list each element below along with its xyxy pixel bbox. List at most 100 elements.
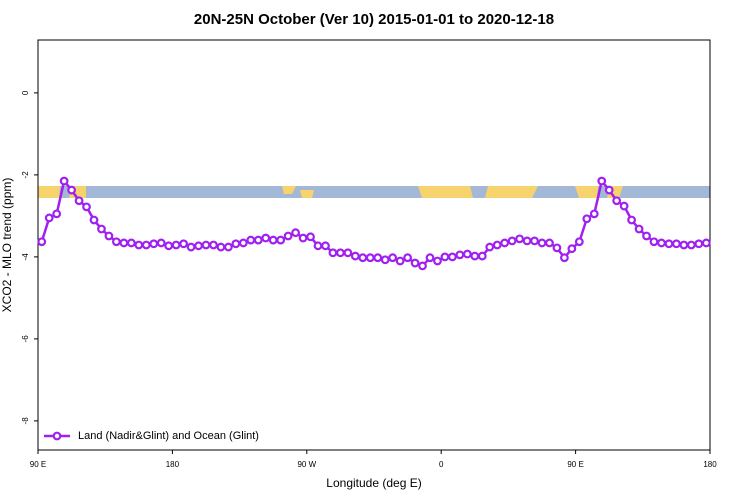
data-point [642,231,651,241]
data-point [612,196,622,206]
data-point [253,235,263,245]
data-point [507,236,517,246]
data-point [313,241,323,251]
data-point [67,185,76,195]
data-point [201,240,211,250]
data-point [261,233,271,243]
data-point [560,253,569,263]
data-point [395,256,405,266]
data-point [246,235,256,245]
data-point [552,243,562,253]
data-point [89,215,99,225]
data-point [619,201,629,211]
data-point [119,238,129,248]
data-point [679,240,689,250]
data-point [179,239,189,249]
y-tick-label: 0 [21,90,30,95]
data-point [388,253,398,263]
x-tick-label: 180 [703,460,717,469]
data-point [126,238,136,248]
data-point [164,241,174,251]
data-point [537,238,547,248]
data-point [111,237,121,247]
data-point [515,234,524,244]
data-point [485,242,495,252]
data-point [500,238,510,248]
data-point [567,244,577,254]
data-point [701,238,711,248]
data-point [686,240,696,250]
x-tick-label: 90 E [30,460,46,469]
data-point [470,251,480,261]
data-point [365,253,375,263]
data-point [52,209,62,219]
data-point [477,251,487,261]
data-point [238,238,248,248]
data-point [462,249,472,259]
data-point [59,176,69,186]
data-point [321,241,330,251]
data-point [194,241,203,251]
data-point [657,238,666,248]
data-point [156,238,166,248]
data-point [134,240,144,250]
legend-marker [52,431,62,441]
data-point [403,253,413,263]
data-point [44,213,54,223]
y-tick-label: -6 [21,335,30,343]
data-point [82,202,91,212]
data-point [209,240,218,250]
data-point [649,237,659,247]
y-tick-label: -4 [21,253,30,261]
data-point [582,214,592,224]
legend-label: Land (Nadir&Glint) and Ocean (Glint) [78,430,259,442]
data-point [373,253,383,263]
y-axis-label: XCO2 - MLO trend (ppm) [0,178,14,313]
data-point [298,233,308,243]
data-point [634,224,644,234]
data-point [410,258,420,268]
data-point [291,228,301,238]
data-point [597,176,607,186]
data-point [694,239,704,249]
data-point [672,239,681,249]
data-point [276,235,286,245]
data-point [104,231,114,241]
data-point [97,224,106,234]
x-tick-label: 90 E [567,460,583,469]
data-point [74,196,84,206]
data-point [37,237,47,247]
data-point [328,248,338,258]
data-point [589,209,599,219]
data-point [149,239,159,249]
data-point [522,236,532,246]
data-point [186,242,196,252]
data-point [231,239,241,249]
data-point [171,240,181,250]
y-tick-label: -8 [21,417,30,425]
data-point [380,255,390,265]
data-point [306,232,315,242]
data-point [455,250,465,260]
x-axis-label: Longitude (deg E) [326,476,421,490]
data-point [604,185,614,195]
data-point [433,256,442,266]
data-point [574,237,584,247]
y-tick-label: -2 [21,171,30,179]
data-point [530,236,539,246]
data-point [440,252,450,262]
data-point [141,240,151,250]
chart-title: 20N-25N October (Ver 10) 2015-01-01 to 2… [194,11,554,28]
data-point [664,239,674,249]
data-point [492,240,502,250]
data-point [425,253,435,263]
data-point [223,242,233,252]
data-point [216,242,226,252]
x-tick-label: 180 [166,460,180,469]
data-point [627,215,636,225]
data-point [283,231,293,241]
data-point [268,235,278,245]
data-point [358,253,368,263]
data-point [343,248,353,258]
data-point [350,251,360,261]
